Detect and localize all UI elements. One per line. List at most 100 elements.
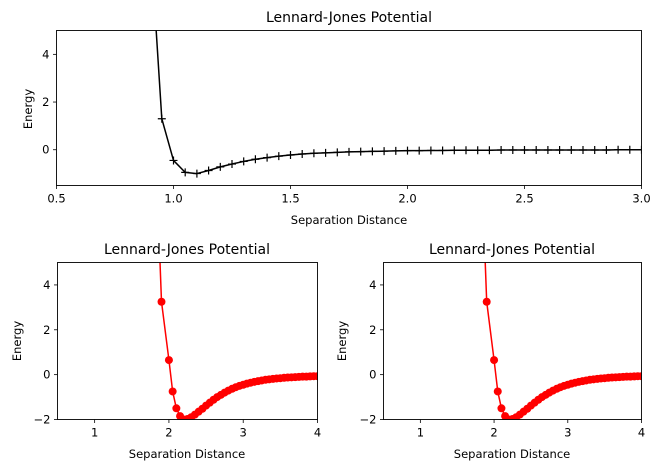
top-data-point: [415, 146, 424, 155]
bottom-left-x-tick-label: 3: [240, 426, 247, 440]
top-data-point: [239, 157, 248, 166]
top-data-point: [169, 156, 178, 165]
top-data-point: [497, 145, 506, 154]
top-data-point: [520, 145, 529, 154]
top-x-axis-label: Separation Distance: [291, 213, 407, 227]
bottom-right-plot-frame: [383, 262, 642, 420]
top-plot-area: [155, 30, 642, 178]
bottom-right-plot-area: [475, 102, 642, 420]
bottom-right-y-tick-label: 2: [369, 323, 376, 337]
bottom-right-data-point: [637, 372, 642, 381]
top-data-point: [614, 145, 623, 154]
bottom-left-x-axis-label: Separation Distance: [129, 447, 245, 461]
bottom-left-y-tick-label: 4: [43, 278, 50, 292]
bottom-right-x-tick-label: 1: [417, 426, 424, 440]
top-x-tick-label: 1.5: [281, 192, 299, 206]
bottom-left-subplot: Lennard-Jones Potential Separation Dista…: [10, 102, 322, 461]
bottom-left-data-point: [157, 297, 166, 306]
bottom-left-y-tick-label: 2: [43, 323, 50, 337]
bottom-left-ticks: 1 2 3 4 −2 0 2 4: [34, 278, 322, 440]
top-x-tick-label: 2.0: [398, 192, 416, 206]
top-data-point: [532, 145, 541, 154]
top-data-point: [157, 114, 166, 123]
bottom-right-y-tick-label: 0: [369, 368, 376, 382]
bottom-left-data-point: [150, 102, 158, 110]
bottom-right-chart-title: Lennard-Jones Potential: [429, 242, 595, 258]
top-y-tick-label: 2: [42, 95, 49, 109]
bottom-right-data-point: [482, 297, 491, 306]
top-data-point: [274, 152, 283, 161]
top-subplot: Lennard-Jones Potential Separation Dista…: [21, 10, 651, 227]
top-data-point: [590, 145, 599, 154]
top-data-point: [345, 147, 353, 156]
bottom-right-subplot: Lennard-Jones Potential Separation Dista…: [335, 102, 646, 461]
top-data-point: [309, 149, 318, 158]
top-ticks: 0.5 1.0 1.5 2.0 2.5 3.0 0 2 4: [42, 47, 650, 205]
top-data-point: [473, 146, 482, 155]
top-data-point: [602, 145, 611, 154]
bottom-left-x-tick-label: 1: [91, 426, 98, 440]
bottom-right-x-tick-label: 4: [638, 426, 645, 440]
bottom-right-y-tick-label: 4: [369, 278, 376, 292]
top-x-tick-label: 1.0: [164, 192, 182, 206]
bottom-left-plot-area: [150, 102, 318, 420]
bottom-left-data-point: [168, 387, 177, 396]
top-data-point: [403, 146, 412, 155]
bottom-right-y-axis-label: Energy: [335, 321, 349, 361]
top-data-point: [298, 150, 307, 159]
top-data-point: [426, 146, 435, 155]
top-data-point: [462, 146, 470, 155]
top-data-point: [508, 145, 517, 154]
top-data-point: [251, 155, 260, 164]
top-data-point: [228, 160, 236, 169]
top-data-point: [181, 168, 190, 177]
top-data-point: [567, 145, 576, 154]
bottom-left-data-point: [172, 404, 181, 413]
bottom-right-data-point: [497, 404, 506, 413]
bottom-left-chart-title: Lennard-Jones Potential: [104, 242, 270, 258]
top-data-point: [333, 148, 342, 157]
top-data-point: [286, 150, 295, 159]
bottom-left-x-tick-label: 4: [314, 426, 321, 440]
bottom-right-x-tick-label: 3: [564, 426, 571, 440]
top-x-tick-label: 2.5: [515, 192, 533, 206]
bottom-left-data-point: [164, 356, 173, 365]
top-data-point: [380, 147, 389, 156]
top-data-point: [391, 146, 400, 155]
top-data-point: [192, 169, 201, 178]
bottom-right-y-tick-label: −2: [360, 413, 377, 427]
top-x-tick-label: 3.0: [632, 192, 650, 206]
bottom-left-plot-frame: [57, 262, 318, 420]
bottom-left-y-tick-label: 0: [43, 368, 50, 382]
top-chart-title: Lennard-Jones Potential: [266, 10, 432, 26]
top-y-axis-label: Energy: [21, 89, 35, 129]
top-data-point: [450, 146, 459, 155]
top-data-point: [543, 145, 552, 154]
bottom-right-data-point: [493, 387, 502, 396]
bottom-left-y-tick-label: −2: [34, 413, 51, 427]
top-data-point: [216, 162, 225, 171]
top-plot-frame: [56, 30, 642, 186]
top-data-point: [204, 166, 213, 175]
top-data-point: [485, 146, 494, 155]
bottom-left-y-axis-label: Energy: [10, 321, 24, 361]
top-data-point: [625, 145, 634, 154]
top-x-tick-label: 0.5: [47, 192, 65, 206]
top-data-point: [356, 147, 365, 156]
top-y-tick-label: 0: [42, 143, 49, 157]
bottom-right-data-point: [475, 102, 483, 110]
top-data-point: [555, 145, 564, 154]
bottom-left-data-point: [313, 372, 318, 381]
top-data-point: [579, 145, 587, 154]
top-data-point: [368, 147, 377, 156]
top-data-point: [263, 153, 272, 162]
top-y-tick-label: 4: [42, 47, 49, 61]
top-data-point: [637, 145, 642, 154]
bottom-right-ticks: 1 2 3 4 −2 0 2 4: [360, 278, 646, 440]
bottom-left-x-tick-label: 2: [165, 426, 172, 440]
bottom-right-x-tick-label: 2: [490, 426, 497, 440]
bottom-right-data-point: [490, 356, 499, 365]
bottom-right-x-axis-label: Separation Distance: [454, 447, 570, 461]
top-data-point: [321, 148, 330, 157]
